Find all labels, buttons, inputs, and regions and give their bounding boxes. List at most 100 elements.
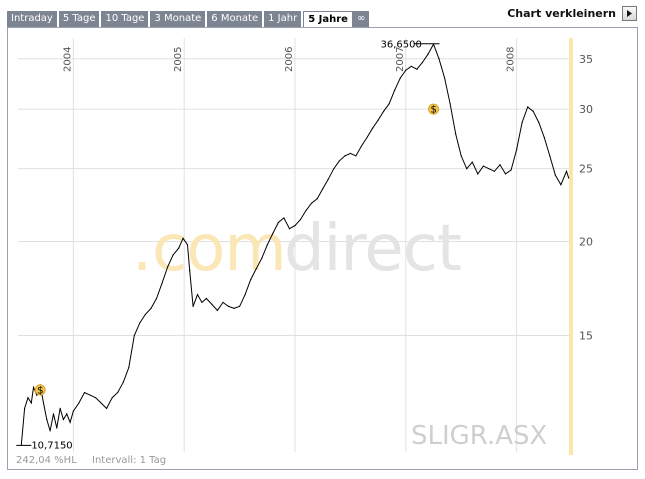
price-point — [383, 110, 385, 112]
price-point — [305, 209, 307, 212]
price-point — [443, 77, 446, 79]
price-point — [36, 394, 38, 396]
price-point — [438, 58, 440, 60]
price-point — [355, 155, 357, 157]
price-point — [499, 164, 501, 166]
price-point — [100, 402, 102, 404]
high-price-label: 36,6500 — [381, 40, 422, 51]
price-point — [333, 168, 335, 170]
price-point — [89, 394, 91, 396]
tab-3-monate[interactable]: 3 Monate — [150, 11, 208, 27]
tab-6-monate[interactable]: 6 Monate — [207, 11, 265, 27]
price-point — [510, 169, 512, 171]
y-tick-label: 35 — [579, 53, 593, 66]
watermark-direct: direct — [284, 212, 461, 286]
price-point — [322, 188, 324, 190]
chart-labels: 15 20 25 30 35 2004 2005 2006 2007 2008 36,6500 10,… — [16, 40, 593, 451]
interval-label: Intervall: 1 Tag — [92, 455, 166, 466]
price-point — [299, 218, 302, 221]
price-point — [527, 106, 529, 108]
price-point — [201, 301, 203, 304]
tab-1-jahr[interactable]: 1 Jahr — [264, 11, 304, 27]
watermark-dot: . — [132, 212, 151, 286]
tab-10-tage[interactable]: 10 Tage — [101, 11, 151, 27]
price-point — [24, 407, 26, 409]
shrink-chart-link[interactable]: Chart verkleinern — [507, 7, 616, 20]
price-point — [421, 61, 424, 64]
price-point — [521, 121, 523, 124]
price-point — [388, 103, 390, 105]
price-point — [360, 145, 363, 147]
price-point — [416, 68, 418, 70]
price-point — [405, 69, 407, 71]
dividend-marker-icon — [34, 384, 46, 396]
price-point — [277, 221, 279, 224]
price-point — [46, 418, 48, 421]
price-point — [327, 178, 329, 180]
price-point — [272, 232, 274, 235]
price-point — [399, 77, 401, 79]
tab-intraday[interactable]: Intraday — [7, 11, 59, 27]
price-point — [338, 160, 340, 162]
price-point — [460, 155, 462, 157]
price-point — [488, 168, 490, 170]
price-point — [30, 402, 32, 404]
price-point — [543, 136, 545, 139]
shrink-chart-button[interactable] — [622, 6, 637, 21]
price-point — [144, 313, 147, 316]
tab-max[interactable]: ∞ — [352, 11, 372, 27]
dividend-marker-label: $ — [37, 385, 43, 396]
price-point — [549, 155, 551, 157]
price-point — [216, 309, 219, 311]
chart-shrink-control[interactable]: Chart verkleinern — [507, 6, 637, 21]
range-percent: 242,04 %HL — [16, 455, 77, 466]
x-tick-label: 2007 — [395, 47, 406, 72]
price-line — [20, 43, 570, 446]
dividend-marker-label: $ — [431, 105, 437, 116]
price-point — [538, 121, 540, 124]
price-point — [66, 413, 68, 415]
price-point — [189, 269, 191, 272]
play-arrow-icon — [627, 10, 632, 17]
price-point — [239, 305, 241, 307]
tab-5-jahre[interactable]: 5 Jahre — [303, 11, 353, 28]
price-point — [69, 421, 71, 423]
price-point — [111, 397, 113, 399]
price-point — [250, 279, 252, 281]
price-point — [205, 297, 207, 300]
price-point — [255, 268, 257, 270]
chart-frame — [7, 27, 638, 470]
price-point — [482, 165, 484, 167]
price-point — [72, 410, 74, 412]
grid — [18, 38, 572, 452]
price-point — [568, 177, 570, 179]
price-point — [349, 152, 351, 154]
price-point — [316, 198, 318, 200]
price-point — [266, 244, 268, 246]
price-point — [128, 366, 130, 369]
price-point — [150, 307, 152, 309]
price-point — [139, 322, 141, 324]
price-point — [261, 257, 263, 259]
price-point — [554, 174, 556, 176]
price-point — [366, 136, 368, 139]
price-point — [233, 307, 235, 309]
ticker-symbol: SLIGR.ASX — [411, 421, 547, 451]
price-point — [377, 119, 379, 121]
price-point — [133, 334, 135, 337]
price-point — [477, 173, 479, 175]
price-point — [27, 397, 29, 399]
price-point — [344, 155, 346, 157]
price-point — [283, 217, 285, 219]
price-point — [394, 89, 396, 91]
price-point — [182, 237, 184, 239]
x-tick-label: 2004 — [62, 47, 73, 72]
watermark-com: com — [152, 212, 286, 286]
price-point — [172, 254, 174, 256]
price-point — [427, 53, 429, 55]
price-point — [117, 391, 119, 394]
price-point — [83, 391, 86, 394]
price-point — [122, 381, 124, 383]
tab-5-tage[interactable]: 5 Tage — [58, 11, 102, 27]
price-point — [560, 184, 562, 186]
